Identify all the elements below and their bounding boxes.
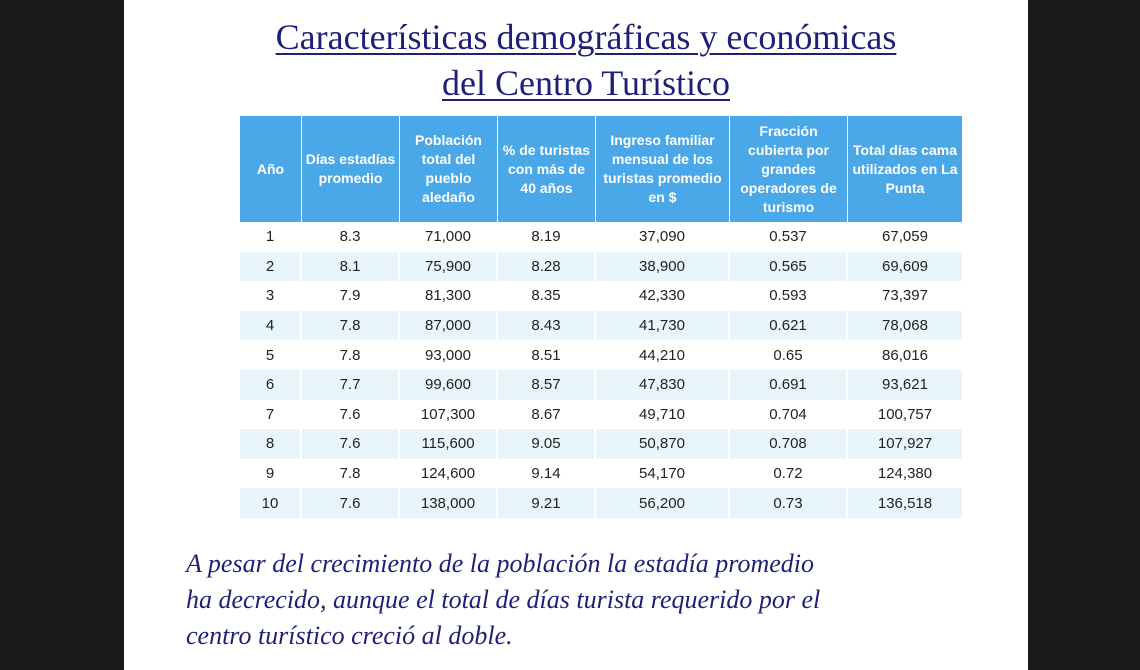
table-cell: 8.43 xyxy=(498,310,596,341)
table-cell: 1 xyxy=(240,222,302,252)
table-cell: 50,870 xyxy=(596,429,730,459)
table-cell: 9.05 xyxy=(498,429,596,459)
table-cell: 8.28 xyxy=(498,251,596,282)
table-cell: 10 xyxy=(240,488,302,518)
table-row: 6 7.7 99,600 8.57 47,830 0.691 93,621 xyxy=(240,369,962,400)
table-cell: 78,068 xyxy=(848,310,962,341)
table-cell: 42,330 xyxy=(596,281,730,311)
table-cell: 8.1 xyxy=(302,251,400,282)
table-cell: 0.704 xyxy=(730,399,848,430)
table-cell: 7 xyxy=(240,399,302,430)
table-cell: 7.6 xyxy=(302,399,400,430)
table-cell: 8.3 xyxy=(302,222,400,252)
table-cell: 138,000 xyxy=(400,488,498,518)
note-line-2: ha decrecido, aunque el total de días tu… xyxy=(186,585,821,614)
table-cell: 0.565 xyxy=(730,251,848,282)
data-table: Año Días estadías promedio Población total… xyxy=(240,116,962,518)
table-cell: 0.72 xyxy=(730,458,848,489)
table-cell: 56,200 xyxy=(596,488,730,518)
note-line-1: A pesar del crecimiento de la población … xyxy=(186,549,814,578)
table-cell: 7.9 xyxy=(302,281,400,311)
table-cell: 7.6 xyxy=(302,429,400,459)
slide: Características demográficas y económica… xyxy=(124,0,1028,670)
table-cell: 6 xyxy=(240,369,302,400)
table-cell: 107,927 xyxy=(848,429,962,459)
title-line-2: del Centro Turístico xyxy=(441,63,731,103)
table-cell: 86,016 xyxy=(848,340,962,370)
table-cell: 4 xyxy=(240,310,302,341)
table-row: 4 7.8 87,000 8.43 41,730 0.621 78,068 xyxy=(240,310,962,341)
table-cell: 44,210 xyxy=(596,340,730,370)
table-header-row: Año Días estadías promedio Población total… xyxy=(240,116,962,222)
column-header: Total días cama utilizados en La Punta xyxy=(848,116,962,222)
table-cell: 0.73 xyxy=(730,488,848,518)
table-cell: 7.7 xyxy=(302,369,400,400)
table-cell: 9 xyxy=(240,458,302,489)
column-header: Días estadías promedio xyxy=(302,116,400,222)
table-cell: 87,000 xyxy=(400,310,498,341)
table-cell: 93,000 xyxy=(400,340,498,370)
column-header: Año xyxy=(240,116,302,222)
table-cell: 7.6 xyxy=(302,488,400,518)
table-cell: 124,380 xyxy=(848,458,962,489)
table-cell: 5 xyxy=(240,340,302,370)
table-cell: 54,170 xyxy=(596,458,730,489)
table-cell: 69,609 xyxy=(848,251,962,282)
table-cell: 0.593 xyxy=(730,281,848,311)
table-row: 8 7.6 115,600 9.05 50,870 0.708 107,927 xyxy=(240,429,962,459)
note-line-3: centro turístico creció al doble. xyxy=(186,621,513,650)
table-row: 3 7.9 81,300 8.35 42,330 0.593 73,397 xyxy=(240,281,962,311)
table-row: 7 7.6 107,300 8.67 49,710 0.704 100,757 xyxy=(240,399,962,430)
table-cell: 0.621 xyxy=(730,310,848,341)
conclusion-note: A pesar del crecimiento de la población … xyxy=(186,546,986,654)
table-cell: 8.35 xyxy=(498,281,596,311)
table-cell: 8.19 xyxy=(498,222,596,252)
table-row: 9 7.8 124,600 9.14 54,170 0.72 124,380 xyxy=(240,458,962,489)
table-cell: 8 xyxy=(240,429,302,459)
table-cell: 7.8 xyxy=(302,458,400,489)
column-header: Población total del pueblo aledaño xyxy=(400,116,498,222)
table-cell: 115,600 xyxy=(400,429,498,459)
table-cell: 0.537 xyxy=(730,222,848,252)
table-cell: 93,621 xyxy=(848,369,962,400)
table-cell: 9.21 xyxy=(498,488,596,518)
table-cell: 49,710 xyxy=(596,399,730,430)
table-cell: 73,397 xyxy=(848,281,962,311)
table-cell: 71,000 xyxy=(400,222,498,252)
table-row: 2 8.1 75,900 8.28 38,900 0.565 69,609 xyxy=(240,251,962,282)
table-body: 1 8.3 71,000 8.19 37,090 0.537 67,059 2 8.1 75,90… xyxy=(240,222,962,518)
table-cell: 81,300 xyxy=(400,281,498,311)
table-cell: 100,757 xyxy=(848,399,962,430)
table-cell: 0.708 xyxy=(730,429,848,459)
slide-title: Características demográficas y económica… xyxy=(124,14,1048,106)
table-cell: 9.14 xyxy=(498,458,596,489)
table-row: 5 7.8 93,000 8.51 44,210 0.65 86,016 xyxy=(240,340,962,370)
table-cell: 38,900 xyxy=(596,251,730,282)
table-cell: 7.8 xyxy=(302,310,400,341)
table-cell: 47,830 xyxy=(596,369,730,400)
table-cell: 7.8 xyxy=(302,340,400,370)
table-row: 1 8.3 71,000 8.19 37,090 0.537 67,059 xyxy=(240,222,962,252)
table-cell: 75,900 xyxy=(400,251,498,282)
table-cell: 136,518 xyxy=(848,488,962,518)
column-header: Ingreso familiar mensual de los turistas… xyxy=(596,116,730,222)
column-header: Fracción cubierta por grandes operadores… xyxy=(730,116,848,222)
column-header: % de turistas con más de 40 años xyxy=(498,116,596,222)
table-cell: 0.691 xyxy=(730,369,848,400)
table-cell: 124,600 xyxy=(400,458,498,489)
table-cell: 41,730 xyxy=(596,310,730,341)
table-cell: 8.57 xyxy=(498,369,596,400)
table-cell: 107,300 xyxy=(400,399,498,430)
table-cell: 2 xyxy=(240,251,302,282)
table-cell: 8.67 xyxy=(498,399,596,430)
title-line-1: Características demográficas y económica… xyxy=(275,17,897,57)
table-cell: 99,600 xyxy=(400,369,498,400)
table-cell: 67,059 xyxy=(848,222,962,252)
table-row: 10 7.6 138,000 9.21 56,200 0.73 136,518 xyxy=(240,488,962,518)
table-cell: 8.51 xyxy=(498,340,596,370)
table-cell: 3 xyxy=(240,281,302,311)
table-cell: 0.65 xyxy=(730,340,848,370)
table-cell: 37,090 xyxy=(596,222,730,252)
